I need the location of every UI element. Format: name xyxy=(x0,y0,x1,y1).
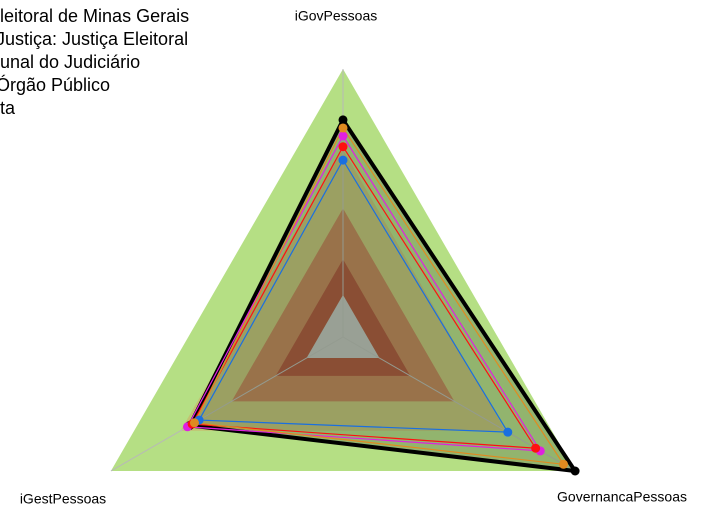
series-point xyxy=(570,466,580,476)
axis-label: GovernancaPessoas xyxy=(557,489,687,505)
axis-label: iGestPessoas xyxy=(20,491,106,507)
legend-label: ta xyxy=(0,98,16,118)
series-point xyxy=(503,427,513,437)
series-area xyxy=(198,158,509,433)
series-point xyxy=(338,142,348,152)
axis-label: iGovPessoas xyxy=(295,8,377,24)
series-point xyxy=(558,459,568,469)
series-point xyxy=(531,443,541,453)
series-point xyxy=(189,418,199,428)
legend-label: unal do Judiciário xyxy=(0,52,140,72)
legend-label: Órgão Público xyxy=(0,74,110,95)
legend-label: leitoral de Minas Gerais xyxy=(0,6,189,26)
series-point xyxy=(338,131,348,141)
series-area xyxy=(193,126,565,466)
series-point xyxy=(338,123,348,133)
series-area xyxy=(191,145,537,449)
series-point xyxy=(338,115,348,125)
axis-line xyxy=(110,336,344,472)
legend-label: Justiça: Justiça Eleitoral xyxy=(0,29,188,49)
series-point xyxy=(338,155,348,165)
